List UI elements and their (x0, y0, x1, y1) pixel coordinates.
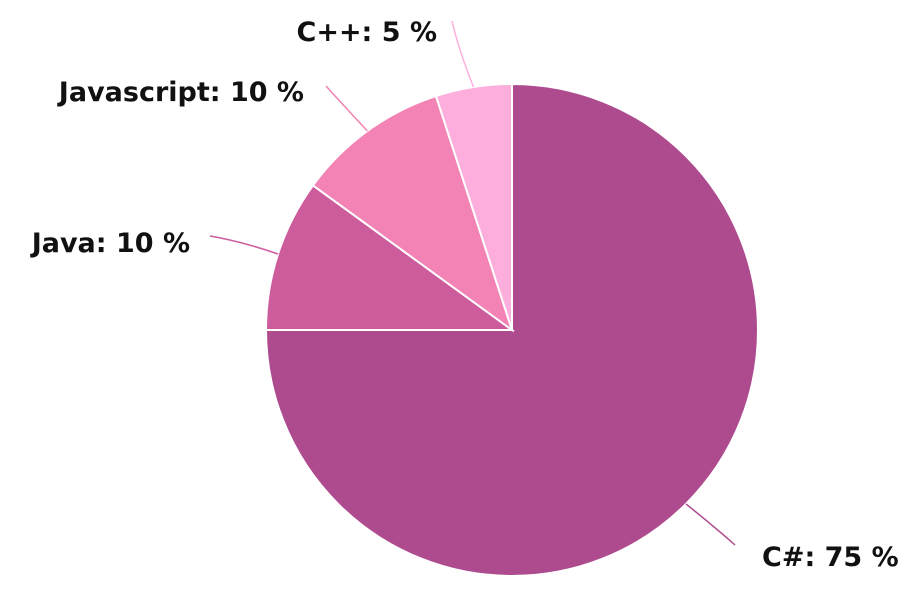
leader-line-2 (325, 85, 368, 132)
slice-label-2: Javascript: 10 % (57, 77, 304, 108)
slices-layer (264, 82, 759, 577)
slice-label-1: Java: 10 % (30, 228, 190, 259)
labels-layer: C#: 75 % Java: 10 % Javascript: 10 % C++: 5… (30, 17, 899, 573)
slice-label-3: C++: 5 % (297, 17, 438, 48)
slice-label-0: C#: 75 % (762, 542, 899, 573)
leader-line-1 (209, 235, 279, 255)
leader-lines-layer (209, 20, 736, 546)
leader-line-3 (451, 20, 475, 88)
pie-slice-csharp (264, 82, 759, 577)
leader-line-0 (685, 503, 736, 546)
pie-slice-javascript (311, 94, 514, 333)
